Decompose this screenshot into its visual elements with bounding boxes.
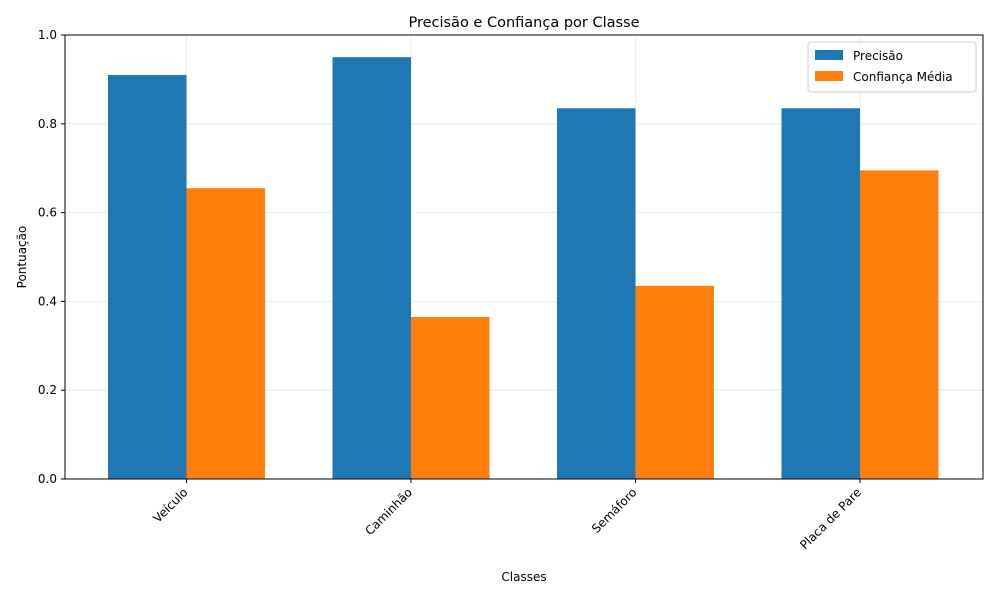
bar-confianca-2 xyxy=(635,285,714,479)
bars-group xyxy=(108,57,939,480)
axes-frame xyxy=(64,34,984,480)
bar-confianca-1 xyxy=(411,316,490,479)
y-tick-label: 1.0 xyxy=(38,28,57,42)
bar-confianca-3 xyxy=(860,170,939,480)
legend-label: Confiança Média xyxy=(853,70,953,84)
x-tick-label: Caminhão xyxy=(362,485,415,538)
legend-swatch xyxy=(815,50,843,60)
legend-swatch xyxy=(815,71,843,81)
y-tick-labels: 0.0 0.2 0.4 0.6 0.8 1.0 xyxy=(38,28,65,486)
bar-precisao-0 xyxy=(108,74,187,480)
x-axis-label: Classes xyxy=(501,570,546,584)
bar-precisao-2 xyxy=(557,108,636,479)
legend-box xyxy=(807,41,977,93)
axes-group xyxy=(64,34,984,480)
y-tick-label: 0.0 xyxy=(38,472,57,486)
y-tick-label: 0.6 xyxy=(38,206,57,220)
y-tick-label: 0.2 xyxy=(38,383,57,397)
x-tick-label: Placa de Pare xyxy=(797,485,864,552)
y-tick-label: 0.4 xyxy=(38,294,57,308)
chart-title: Precisão e Confiança por Classe xyxy=(408,15,639,31)
x-tick-label: Veículo xyxy=(150,485,190,525)
bar-precisao-3 xyxy=(781,108,860,479)
x-tick-label: Semáforo xyxy=(589,485,640,536)
x-tick-labels: Veículo Caminhão Semáforo Placa de Pare xyxy=(150,479,864,552)
bar-confianca-0 xyxy=(186,188,265,479)
bar-precisao-1 xyxy=(332,57,411,479)
legend: Precisão Confiança Média xyxy=(807,41,977,93)
y-tick-label: 0.8 xyxy=(38,117,57,131)
y-axis-label: Pontuação xyxy=(15,226,29,289)
legend-label: Precisão xyxy=(853,49,903,63)
